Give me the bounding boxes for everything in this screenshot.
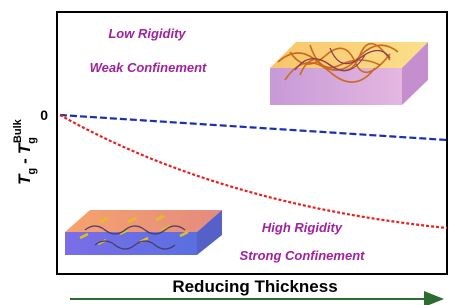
subscript: g [26, 137, 38, 144]
subscript: g [26, 168, 38, 175]
blue-curve [60, 115, 447, 140]
x-axis-label: Reducing Thickness [172, 277, 337, 296]
annotation: High Rigidity [262, 220, 343, 235]
annotation: Low Rigidity [108, 26, 186, 41]
y-axis-label: Tg-TgBulk [12, 118, 38, 185]
weak-slab [270, 42, 428, 105]
superscript: Bulk [12, 118, 24, 143]
figure: Low Rigidity Weak Confinement High Rigid… [0, 0, 466, 305]
minus: - [15, 158, 34, 164]
annotation: Weak Confinement [90, 60, 207, 75]
annotation: Strong Confinement [240, 248, 366, 263]
y-tick-label: 0 [40, 107, 48, 123]
strong-slab [65, 210, 222, 255]
